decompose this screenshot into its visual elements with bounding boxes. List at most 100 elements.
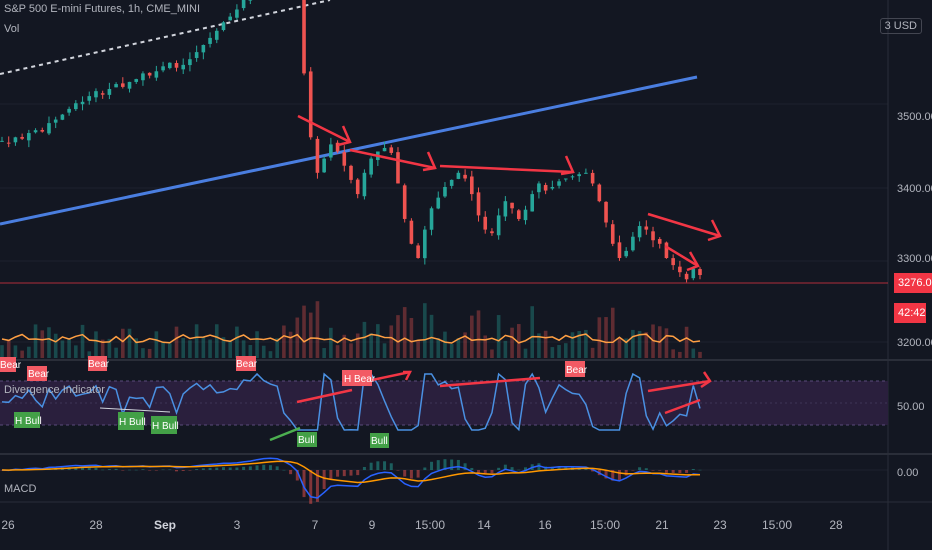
svg-text:Bear: Bear xyxy=(28,369,50,380)
volume-bar xyxy=(510,327,514,358)
macd-histogram-bar xyxy=(94,467,98,470)
macd-histogram-bar xyxy=(114,468,118,470)
volume-bar xyxy=(87,351,92,358)
candle-body xyxy=(470,176,474,195)
volume-bar xyxy=(470,315,474,358)
macd-histogram-bar xyxy=(664,470,668,473)
macd-histogram-bar xyxy=(470,467,474,470)
time-axis-tick: 15:00 xyxy=(761,518,793,532)
time-axis-tick: 7 xyxy=(311,518,319,532)
candle-body xyxy=(53,119,58,123)
volume-bar xyxy=(610,307,615,358)
price-candles[interactable] xyxy=(0,0,702,283)
volume-bar xyxy=(624,338,628,358)
macd-histogram-bar xyxy=(644,468,648,470)
volume-bar xyxy=(241,340,246,358)
volume-bar xyxy=(208,339,212,358)
price-divergence-lines[interactable] xyxy=(297,114,722,272)
volume-bar xyxy=(342,334,347,358)
bear-label: H Bear xyxy=(342,370,376,386)
svg-text:Bull: Bull xyxy=(371,436,388,447)
dotted-trendline[interactable] xyxy=(0,0,331,75)
volume-bar xyxy=(644,332,649,358)
candle-body xyxy=(67,108,71,113)
volume-bar xyxy=(369,333,373,358)
candle-body xyxy=(235,9,239,18)
macd-histogram-bar xyxy=(383,461,387,470)
macd-histogram-bar xyxy=(430,461,434,470)
macd-histogram-bar xyxy=(342,470,346,477)
macd-histogram-bar xyxy=(362,466,366,470)
volume-bar xyxy=(288,331,293,358)
candle-body xyxy=(194,52,199,58)
candle-body xyxy=(657,239,662,244)
currency-selector[interactable]: 3 USD xyxy=(879,18,922,34)
macd-signal-line xyxy=(1,460,701,484)
volume-bar xyxy=(590,347,595,358)
volume-bar xyxy=(121,328,125,358)
macd-histogram-bar xyxy=(497,467,501,470)
blue-trendline[interactable] xyxy=(0,75,698,226)
price-axis-tick: 3400.00 xyxy=(897,183,932,195)
candle-body xyxy=(570,176,575,178)
volume-bar xyxy=(161,341,165,358)
volume-bar xyxy=(114,347,118,358)
candle-body xyxy=(248,0,253,1)
chart-title: S&P 500 E-mini Futures, 1h, CME_MINI xyxy=(4,3,201,15)
volume-bar xyxy=(214,324,219,358)
candle-body xyxy=(134,79,139,82)
divergence-oscillator-line xyxy=(1,372,701,432)
time-axis-tick: 28 xyxy=(89,518,103,532)
macd-label[interactable]: MACD xyxy=(4,483,37,495)
volume-bar xyxy=(443,331,447,358)
candle-body xyxy=(382,147,387,152)
volume-bar xyxy=(530,306,535,358)
time-axis-tick: 21 xyxy=(655,518,669,532)
candle-body xyxy=(490,231,494,234)
macd-histogram-bar xyxy=(161,469,165,471)
macd-histogram-bar xyxy=(591,470,595,472)
volume-bar xyxy=(94,331,98,358)
candle-body xyxy=(530,194,535,212)
price-axis-tick: 3300.00 xyxy=(897,253,932,265)
macd-histogram-bar xyxy=(678,470,682,473)
volume-bar xyxy=(100,339,105,358)
candle-body xyxy=(60,114,65,120)
candle-body xyxy=(429,208,434,230)
macd-histogram-bar xyxy=(154,470,158,471)
candle-body xyxy=(550,187,555,189)
candle-body xyxy=(698,269,702,276)
volume-label[interactable]: Vol xyxy=(4,23,20,35)
divergence-indicator-label[interactable]: Divergence Indicator xyxy=(4,384,105,396)
volume-bar xyxy=(631,329,635,358)
macd-histogram-bar xyxy=(248,466,252,470)
volume-bar xyxy=(308,312,313,358)
volume-bar xyxy=(463,332,467,358)
macd-histogram-bar xyxy=(128,469,132,471)
macd-histogram-bar xyxy=(403,470,407,477)
candle-body xyxy=(537,183,541,193)
candle-body xyxy=(631,236,635,251)
candle-body xyxy=(503,201,508,217)
candle-body xyxy=(20,137,24,139)
macd-histogram-bar xyxy=(289,470,293,475)
macd-histogram-bar xyxy=(228,467,232,470)
volume-bar xyxy=(302,305,306,358)
macd-histogram-bar xyxy=(329,470,333,480)
macd-histogram-bar xyxy=(309,470,313,504)
macd-histogram-bar xyxy=(101,469,105,471)
volume-bar xyxy=(355,333,360,358)
macd-histogram-bar xyxy=(268,465,272,470)
candle-body xyxy=(402,185,407,219)
volume-bar xyxy=(268,351,273,358)
macd-histogram-bar xyxy=(443,459,447,470)
volume-bar xyxy=(329,327,333,358)
candle-body xyxy=(114,84,118,88)
volume-bar xyxy=(167,343,172,358)
candle-body xyxy=(664,242,669,258)
macd-histogram-bar xyxy=(651,470,655,471)
volume-bar xyxy=(40,330,45,358)
volume-bar xyxy=(376,324,380,358)
candle-body xyxy=(543,185,548,191)
